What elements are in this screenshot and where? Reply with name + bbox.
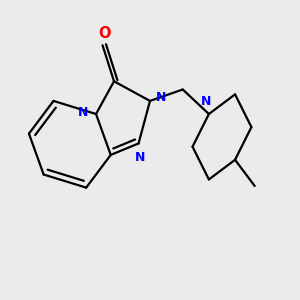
Text: N: N (77, 106, 88, 119)
Text: N: N (200, 95, 211, 108)
Text: N: N (156, 91, 166, 104)
Text: N: N (135, 151, 146, 164)
Text: O: O (98, 26, 110, 41)
